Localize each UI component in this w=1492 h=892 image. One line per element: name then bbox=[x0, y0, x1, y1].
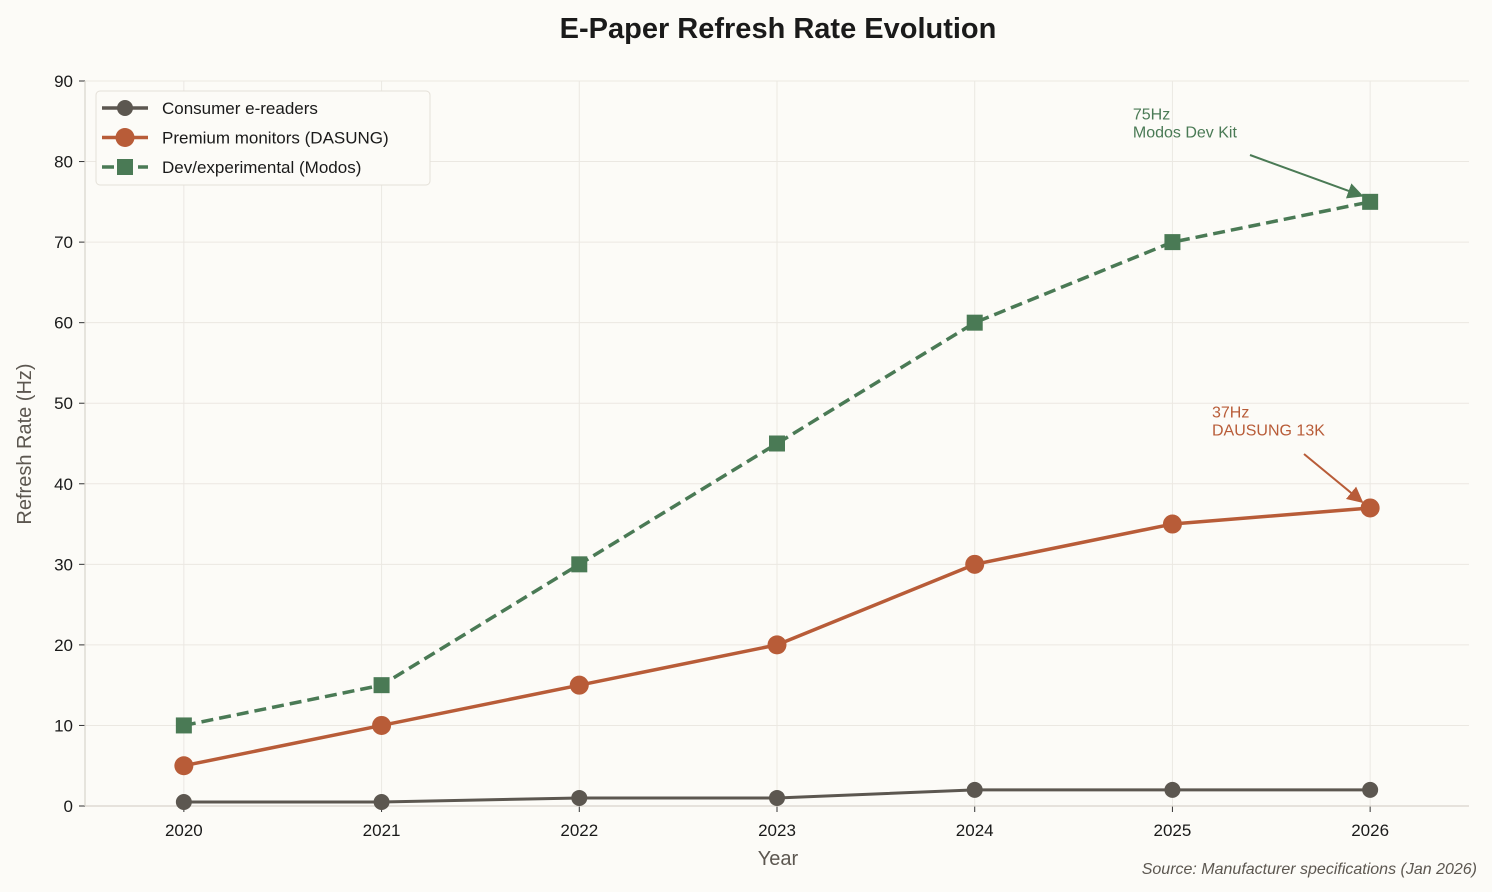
series-0 bbox=[175, 781, 1379, 810]
data-point bbox=[1362, 193, 1379, 210]
y-tick-label: 30 bbox=[54, 555, 73, 574]
y-tick-label: 80 bbox=[54, 153, 73, 172]
y-tick-label: 40 bbox=[54, 475, 73, 494]
legend-label: Premium monitors (DASUNG) bbox=[162, 129, 389, 148]
data-point bbox=[1362, 781, 1379, 798]
x-tick-label: 2022 bbox=[560, 821, 598, 840]
annotation-text: DAUSUNG 13K bbox=[1212, 422, 1325, 439]
annotation-arrow bbox=[1249, 154, 1364, 199]
source-note: Source: Manufacturer specifications (Jan… bbox=[1142, 861, 1477, 878]
x-tick-label: 2023 bbox=[758, 821, 796, 840]
series-group bbox=[174, 193, 1380, 810]
legend-label: Dev/experimental (Modos) bbox=[162, 158, 361, 177]
data-point bbox=[767, 635, 787, 655]
y-axis-label: Refresh Rate (Hz) bbox=[14, 363, 36, 524]
x-axis-label: Year bbox=[758, 848, 799, 870]
series-2 bbox=[175, 193, 1379, 734]
data-point bbox=[965, 554, 985, 574]
data-point bbox=[1162, 514, 1182, 534]
data-point bbox=[175, 717, 192, 734]
y-tick-label: 20 bbox=[54, 636, 73, 655]
data-point bbox=[373, 793, 390, 810]
x-tick-label: 2025 bbox=[1154, 821, 1192, 840]
legend-label: Consumer e-readers bbox=[162, 99, 318, 118]
legend-item-0: Consumer e-readers bbox=[102, 99, 318, 118]
data-point bbox=[175, 793, 192, 810]
data-point bbox=[1164, 781, 1181, 798]
y-tick-label: 60 bbox=[54, 314, 73, 333]
y-tick-label: 0 bbox=[64, 797, 73, 816]
x-tick-label: 2021 bbox=[363, 821, 401, 840]
x-tick-label: 2024 bbox=[956, 821, 994, 840]
legend-swatch-marker bbox=[117, 159, 133, 175]
legend-item-2: Dev/experimental (Modos) bbox=[102, 158, 361, 177]
y-tick-label: 90 bbox=[54, 72, 73, 91]
y-tick-label: 50 bbox=[54, 394, 73, 413]
annotation-text: 75Hz bbox=[1133, 106, 1170, 123]
data-point bbox=[1360, 498, 1380, 518]
x-tick-label: 2026 bbox=[1351, 821, 1389, 840]
legend-item-1: Premium monitors (DASUNG) bbox=[102, 128, 389, 148]
axes: 0 10 20 30 40 50 60 70 80 90 2020 2021 2022 2023 2024 2… bbox=[54, 72, 1469, 840]
data-point bbox=[769, 789, 785, 806]
series-1 bbox=[174, 498, 1380, 776]
annotation-text: Modos Dev Kit bbox=[1133, 124, 1238, 141]
data-point bbox=[966, 314, 983, 331]
data-point bbox=[372, 715, 392, 735]
legend-box bbox=[95, 90, 431, 186]
data-point bbox=[569, 675, 589, 695]
data-point bbox=[966, 781, 983, 798]
data-point bbox=[373, 677, 390, 694]
x-tick-label: 2020 bbox=[165, 821, 203, 840]
y-tick-label: 10 bbox=[54, 716, 73, 735]
data-point bbox=[571, 789, 588, 806]
data-point bbox=[1164, 234, 1181, 251]
data-point bbox=[769, 435, 785, 452]
data-point bbox=[571, 556, 588, 573]
y-tick-label: 70 bbox=[54, 233, 73, 252]
annotation-text: 37Hz bbox=[1212, 404, 1249, 421]
chart-title: E-Paper Refresh Rate Evolution bbox=[560, 13, 997, 45]
data-point bbox=[174, 756, 194, 776]
legend-swatch-marker bbox=[115, 128, 135, 147]
legend-swatch-marker bbox=[117, 100, 133, 116]
legend: Consumer e-readers Premium monitors (DASU… bbox=[95, 90, 431, 186]
annotation-arrow bbox=[1303, 453, 1364, 503]
